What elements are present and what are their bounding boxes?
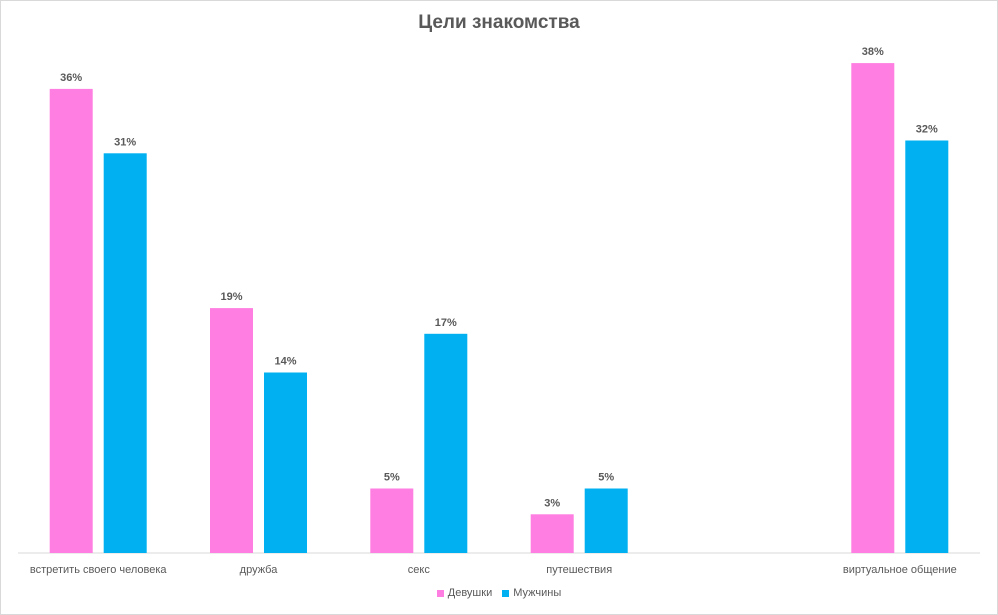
bar-0-0	[49, 88, 93, 554]
legend-label-1: Мужчины	[513, 587, 562, 599]
data-label-2-1: 17%	[435, 317, 457, 329]
chart-title: Цели знакомства	[418, 12, 580, 33]
legend-item-1: Мужчины	[502, 587, 561, 599]
bar-0-1	[103, 153, 147, 554]
data-label-3-0: 3%	[544, 497, 560, 509]
bar-5-1	[905, 140, 949, 553]
category-label-2: секс	[408, 564, 431, 576]
category-label-5: виртуальное общение	[843, 564, 957, 576]
bar-2-1	[424, 333, 468, 553]
data-label-1-0: 19%	[220, 291, 242, 303]
bar-1-0	[210, 308, 253, 553]
bar-5-0	[851, 63, 895, 553]
category-label-1: дружба	[240, 564, 279, 576]
bar-3-1	[584, 488, 628, 553]
data-label-5-1: 32%	[916, 124, 938, 136]
category-labels-group: встретить своего человека дружба секс путеш…	[30, 564, 957, 576]
bar-2-0	[370, 488, 414, 553]
data-label-1-1: 14%	[274, 356, 296, 368]
bars-group	[49, 63, 949, 554]
data-label-5-0: 38%	[862, 46, 884, 58]
bar-1-1	[264, 372, 307, 553]
bar-3-0	[530, 514, 574, 553]
legend: Девушки Мужчины	[0, 587, 998, 599]
data-label-3-1: 5%	[598, 472, 614, 484]
category-label-0: встретить своего человека	[30, 564, 168, 576]
data-label-0-1: 31%	[114, 136, 136, 148]
legend-swatch-1	[502, 589, 510, 597]
data-label-2-0: 5%	[384, 472, 400, 484]
legend-item-0: Девушки	[436, 587, 493, 599]
data-labels-group: 36% 31% 19% 14% 5% 17% 3% 5% 38% 32%	[60, 46, 938, 509]
legend-swatch-0	[436, 589, 444, 597]
category-label-3: путешествия	[546, 564, 612, 576]
data-label-0-0: 36%	[60, 72, 82, 84]
legend-label-0: Девушки	[447, 587, 493, 599]
